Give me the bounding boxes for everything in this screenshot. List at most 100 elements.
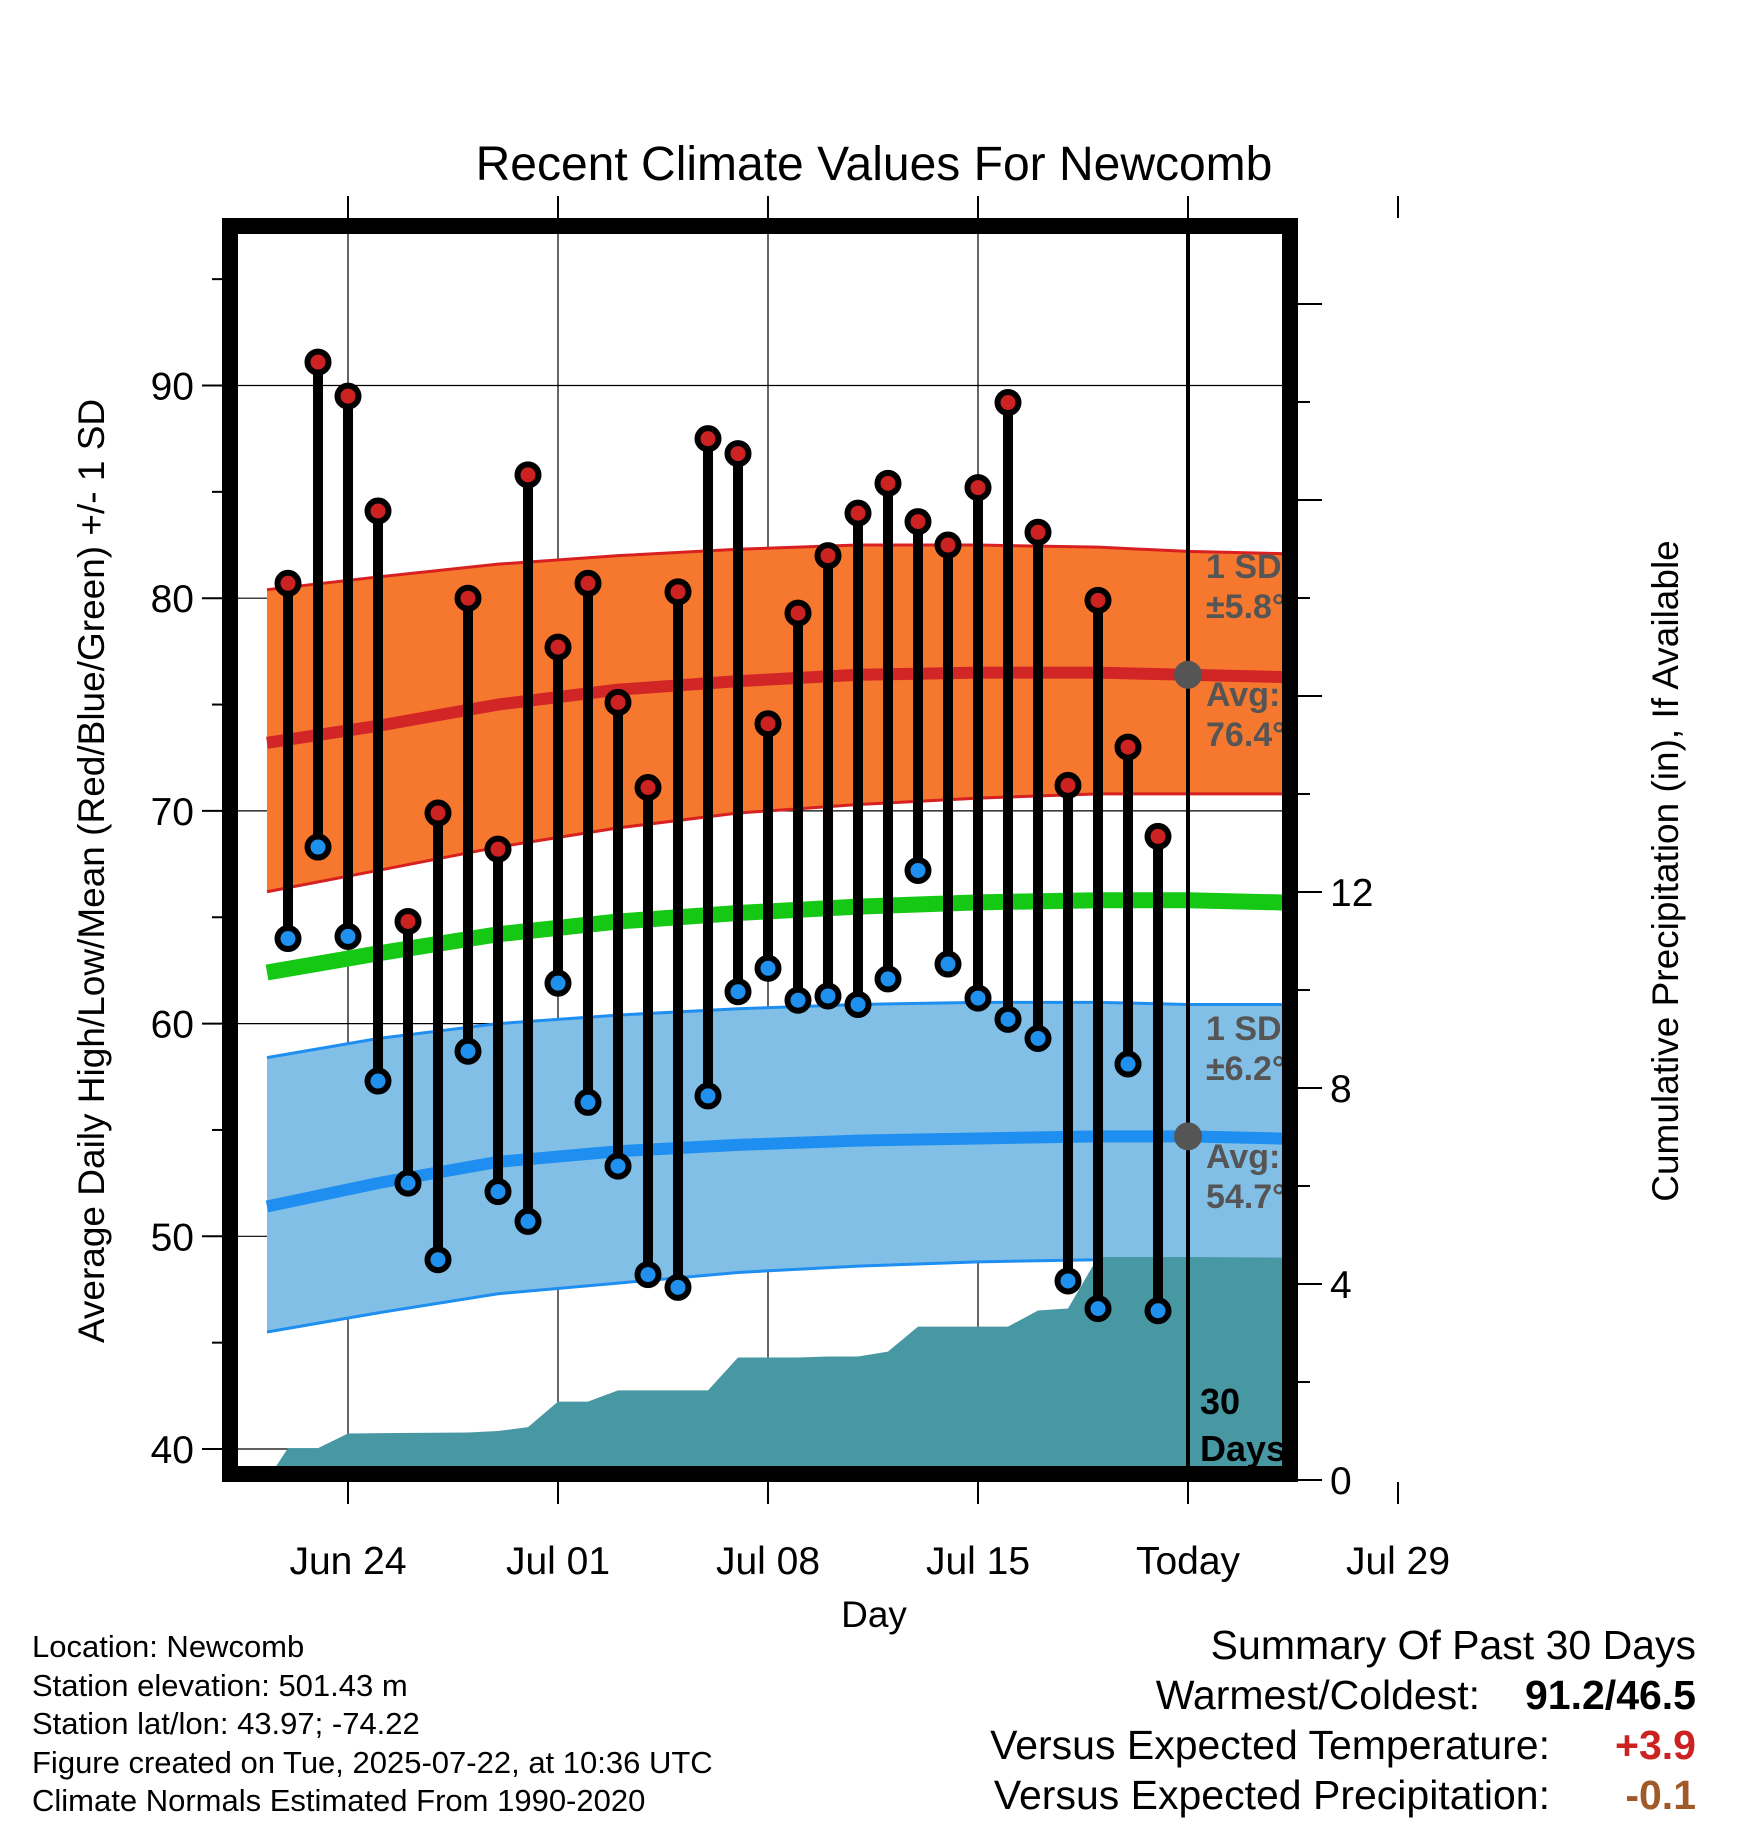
elevation-text: Station elevation: 501.43 m — [32, 1667, 408, 1703]
summary-title: Summary Of Past 30 Days — [1210, 1622, 1696, 1668]
high-point — [784, 599, 812, 627]
y-tick-label: 50 — [151, 1216, 194, 1259]
temp-departure-label: Versus Expected Temperature: — [990, 1722, 1550, 1768]
plot-frame — [222, 218, 1298, 1482]
high-point — [1024, 518, 1052, 546]
low-point — [1084, 1295, 1112, 1323]
high-point — [514, 461, 542, 489]
high-point — [964, 474, 992, 502]
high-avg-label: Avg: — [1206, 676, 1280, 714]
x-tick-label: Jul 08 — [716, 1540, 820, 1583]
low-point — [964, 984, 992, 1012]
low-point — [634, 1261, 662, 1289]
high-point — [754, 710, 782, 738]
low-avg-label: Avg: — [1206, 1138, 1280, 1176]
high-point — [364, 497, 392, 525]
high-point — [604, 688, 632, 716]
low-point — [604, 1152, 632, 1180]
high-avg-value: 76.4°F — [1206, 716, 1307, 754]
low-point — [784, 986, 812, 1014]
high-point — [1114, 733, 1142, 761]
high-point — [424, 799, 452, 827]
high-point — [694, 425, 722, 453]
low-point — [1054, 1267, 1082, 1295]
today-high-avg-dot — [1174, 660, 1202, 689]
low-point — [844, 990, 872, 1018]
high-point — [904, 508, 932, 536]
y2-tick-label: 4 — [1330, 1264, 1352, 1307]
high-point — [994, 389, 1022, 417]
low-point — [994, 1005, 1022, 1033]
low-point — [484, 1178, 512, 1206]
high-point — [874, 469, 902, 497]
x-tick-label: Today — [1136, 1540, 1241, 1583]
chart-title: Recent Climate Values For Newcomb — [476, 138, 1273, 191]
low-point — [724, 978, 752, 1006]
precip-departure-row: Versus Expected Precipitation: -0.1 — [990, 1770, 1696, 1820]
y2-tick-label: 8 — [1330, 1068, 1352, 1111]
y-tick-label: 80 — [151, 578, 194, 621]
y2-axis-label: Cumulative Precipitation (in), If Availa… — [1645, 540, 1686, 1202]
station-info: Location: Newcomb Station elevation: 501… — [32, 1628, 713, 1821]
low-point — [424, 1246, 452, 1274]
low-sd-value: ±6.2°F — [1206, 1050, 1306, 1088]
low-sd-upper-line — [266, 1000, 1290, 1060]
low-point — [904, 856, 932, 884]
low-avg-value: 54.7°F — [1206, 1178, 1307, 1216]
low-point — [304, 833, 332, 861]
location-text: Location: Newcomb — [32, 1629, 305, 1664]
high-point — [814, 542, 842, 570]
x-tick-label: Jul 01 — [506, 1540, 610, 1583]
y-tick-label: 60 — [151, 1004, 194, 1047]
high-point — [724, 440, 752, 468]
mean-line — [265, 892, 1290, 981]
low-sd-label: 1 SD: — [1206, 1010, 1293, 1048]
high-point — [454, 584, 482, 612]
latlon-text: Station lat/lon: 43.97; -74.22 — [32, 1706, 420, 1741]
low-point — [754, 954, 782, 982]
low-point — [544, 969, 572, 997]
high-sd-value: ±5.8°F — [1206, 588, 1306, 626]
y-tick-label: 90 — [151, 366, 194, 409]
high-point — [844, 499, 872, 527]
low-point — [574, 1088, 602, 1116]
warmest-coldest-label: Warmest/Coldest: — [1155, 1672, 1480, 1718]
high-point — [394, 908, 422, 936]
high-point — [484, 835, 512, 863]
normals-text: Climate Normals Estimated From 1990-2020 — [32, 1783, 646, 1818]
x-tick-label: Jul 15 — [926, 1540, 1030, 1583]
y-tick-label: 70 — [151, 791, 194, 834]
low-point — [454, 1037, 482, 1065]
high-point — [304, 348, 332, 376]
precip-departure-value: -0.1 — [1625, 1772, 1696, 1818]
precip-area — [270, 1257, 1290, 1474]
high-point — [664, 578, 692, 606]
high-point — [1084, 586, 1112, 614]
low-point — [394, 1169, 422, 1197]
high-point — [634, 774, 662, 802]
high-point — [934, 531, 962, 559]
today-low-avg-dot — [1174, 1122, 1202, 1151]
low-sd-lower-line — [266, 1258, 1290, 1334]
summary-panel: Summary Of Past 30 Days Warmest/Coldest:… — [990, 1620, 1696, 1820]
high-point — [544, 633, 572, 661]
low-point — [874, 965, 902, 993]
x-tick-label: Jun 24 — [289, 1540, 406, 1583]
y-tick-label: 40 — [151, 1429, 194, 1472]
low-point — [1114, 1050, 1142, 1078]
low-point — [1144, 1297, 1172, 1325]
y2-tick-label: 0 — [1330, 1460, 1352, 1503]
low-avg-line — [265, 1130, 1290, 1213]
low-point — [1024, 1024, 1052, 1052]
high-sd-label: 1 SD: — [1206, 548, 1293, 586]
low-sd-band — [267, 1002, 1290, 1333]
y-axis-label: Average Daily High/Low/Mean (Red/Blue/Gr… — [71, 399, 112, 1343]
high-point — [1144, 822, 1172, 850]
low-point — [274, 925, 302, 953]
high-point — [1054, 771, 1082, 799]
low-point — [514, 1207, 542, 1235]
low-point — [364, 1067, 392, 1095]
